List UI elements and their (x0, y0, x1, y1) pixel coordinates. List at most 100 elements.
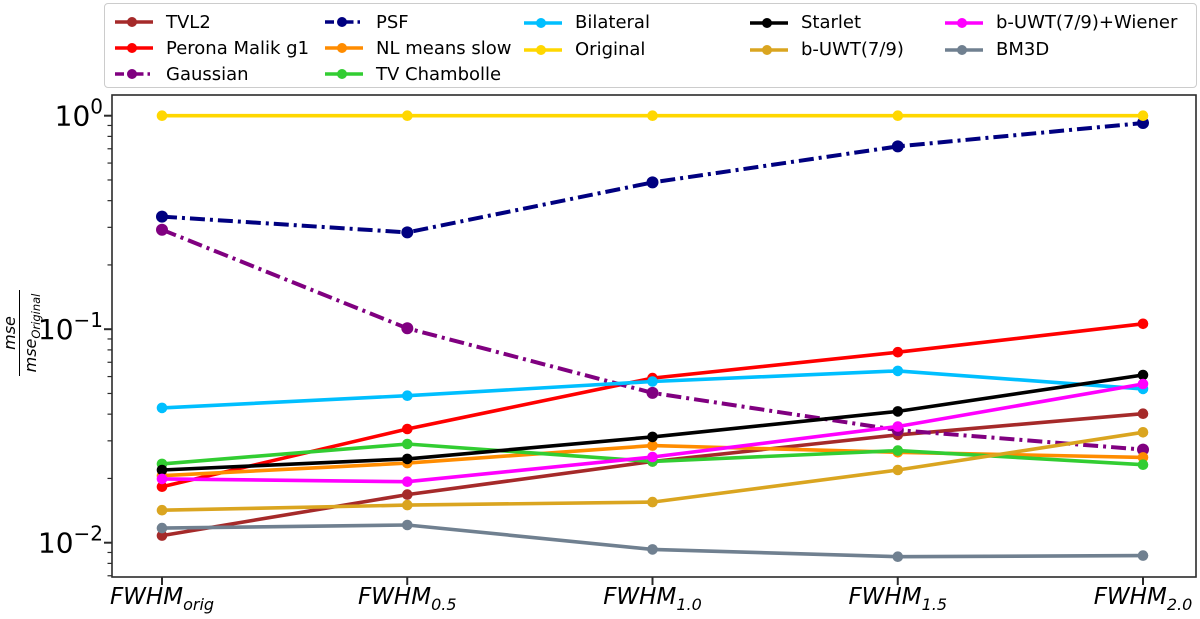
legend-item-b-uwt-7-9: b-UWT(7/9) (749, 36, 944, 63)
legend-label: TVL2 (166, 11, 211, 33)
legend-swatch-icon (750, 17, 788, 28)
series-marker-tvl2 (156, 530, 168, 541)
series-marker-bilateral (402, 390, 413, 402)
legend-item-b-uwt-7-9-wiener: b-UWT(7/9)+Wiener (944, 9, 1177, 36)
series-marker-b-uwt-7-9 (156, 504, 168, 516)
series-marker-b-uwt-7-9 (892, 464, 904, 476)
series-marker-gaussian (401, 322, 414, 335)
legend-label: Original (575, 39, 646, 60)
series-marker-starlet (156, 464, 168, 476)
series-marker-gaussian (156, 223, 168, 236)
series-marker-psf (156, 210, 168, 223)
legend-swatch-icon (115, 43, 153, 53)
series-marker-nl-means-slow (647, 440, 658, 451)
y-minor-ticks (107, 124, 112, 577)
series-marker-gaussian (1137, 443, 1149, 456)
y-tick-label: 10−1 (38, 308, 103, 346)
legend-swatch-icon (115, 17, 153, 27)
legend-item-original: Original (523, 36, 749, 63)
series-marker-b-uwt-7-9-wiener (156, 473, 168, 485)
series-marker-original (402, 110, 413, 121)
x-tick-label-fwhm-0-5: FWHM0.5 (358, 584, 457, 614)
legend-swatch-icon (524, 44, 562, 55)
series-marker-bm3d (1137, 550, 1149, 561)
series-marker-starlet (402, 453, 413, 465)
series-marker-psf (891, 140, 904, 153)
series-marker-tvl2 (1137, 408, 1149, 420)
legend-swatch-icon (945, 17, 983, 28)
legend-label: Perona Malik g1 (166, 37, 310, 59)
series-marker-b-uwt-7-9-wiener (647, 451, 658, 463)
legend-item-gaussian: Gaussian (114, 61, 324, 87)
legend-swatch-icon (325, 43, 363, 53)
series-marker-b-uwt-7-9 (402, 499, 413, 511)
series-marker-bm3d (647, 544, 658, 555)
legend-label: b-UWT(7/9) (801, 39, 904, 60)
series-marker-starlet (1137, 369, 1149, 381)
legend-item-starlet: Starlet (749, 9, 944, 36)
legend-label: b-UWT(7/9)+Wiener (996, 12, 1178, 33)
legend-column-1: TVL2 Perona Malik g1 Gaussian (114, 9, 324, 87)
legend-swatch-icon (325, 69, 363, 79)
legend-item-perona-malik-g1: Perona Malik g1 (114, 35, 324, 61)
legend-item-nl-means-slow: NL means slow (324, 35, 523, 61)
series-marker-tv-chambolle (402, 438, 413, 450)
series-marker-b-uwt-7-9-wiener (892, 421, 904, 432)
series-marker-b-uwt-7-9 (1137, 427, 1149, 438)
legend-swatch-icon (115, 69, 153, 79)
x-tick-label-fwhm-orig: FWHMorig (110, 584, 214, 614)
series-marker-tv-chambolle (892, 445, 904, 456)
legend-swatch-icon (945, 44, 983, 55)
legend-column-4: Starlet b-UWT(7/9) (749, 9, 944, 87)
legend-swatch-icon (524, 17, 562, 28)
series-marker-bilateral (647, 376, 658, 387)
series-marker-bm3d (402, 519, 413, 531)
series-marker-perona-malik-g1 (1137, 318, 1149, 330)
series-marker-tvl2 (402, 489, 413, 500)
legend-label: TV Chambolle (376, 63, 502, 85)
series-marker-starlet (892, 406, 904, 417)
legend-item-bilateral: Bilateral (523, 9, 749, 36)
legend-column-2: PSF NL means slow TV Chambolle (324, 9, 523, 87)
series-marker-bm3d (892, 551, 904, 562)
legend-swatch-icon (750, 44, 788, 55)
series-marker-perona-malik-g1 (892, 346, 904, 358)
legend-label: Bilateral (575, 12, 650, 33)
series-marker-b-uwt-7-9-wiener (1137, 378, 1149, 390)
legend-label: BM3D (996, 39, 1050, 60)
series-marker-starlet (647, 431, 658, 443)
series-marker-bilateral (156, 402, 168, 414)
legend-column-3: Bilateral Original (523, 9, 749, 87)
legend-label: PSF (376, 11, 409, 33)
legend: TVL2 Perona Malik g1 Gaussian PSF NL means s… (104, 3, 1197, 88)
plot-border (111, 94, 1197, 578)
series-marker-original (1137, 110, 1149, 121)
x-tick-label-fwhm-1-0: FWHM1.0 (603, 584, 702, 614)
x-tick-label-fwhm-1-5: FWHM1.5 (848, 584, 947, 614)
series-marker-tv-chambolle (1137, 459, 1149, 471)
series-marker-psf (401, 226, 414, 239)
legend-item-psf: PSF (324, 9, 523, 35)
x-tick-label-fwhm-2-0: FWHM2.0 (1094, 584, 1193, 614)
series-marker-psf (646, 176, 659, 189)
legend-item-tvl2: TVL2 (114, 9, 324, 35)
series-marker-original (156, 110, 168, 121)
series-marker-original (647, 110, 658, 121)
legend-column-5: b-UWT(7/9)+Wiener BM3D (944, 9, 1177, 87)
series-marker-b-uwt-7-9 (647, 496, 658, 508)
series-marker-nl-means-slow (1137, 452, 1149, 463)
series-marker-bilateral (892, 365, 904, 377)
legend-label: Gaussian (166, 63, 249, 85)
series-marker-original (892, 110, 904, 121)
y-tick-label: 10−2 (38, 522, 103, 560)
legend-item-tv-chambolle: TV Chambolle (324, 61, 523, 87)
legend-item-bm3d: BM3D (944, 36, 1177, 63)
series-marker-bm3d (156, 522, 168, 534)
y-tick-label: 100 (55, 95, 103, 133)
legend-swatch-icon (325, 17, 363, 27)
series-marker-gaussian (646, 386, 659, 399)
series-marker-b-uwt-7-9-wiener (402, 476, 413, 488)
legend-label: NL means slow (376, 37, 512, 59)
